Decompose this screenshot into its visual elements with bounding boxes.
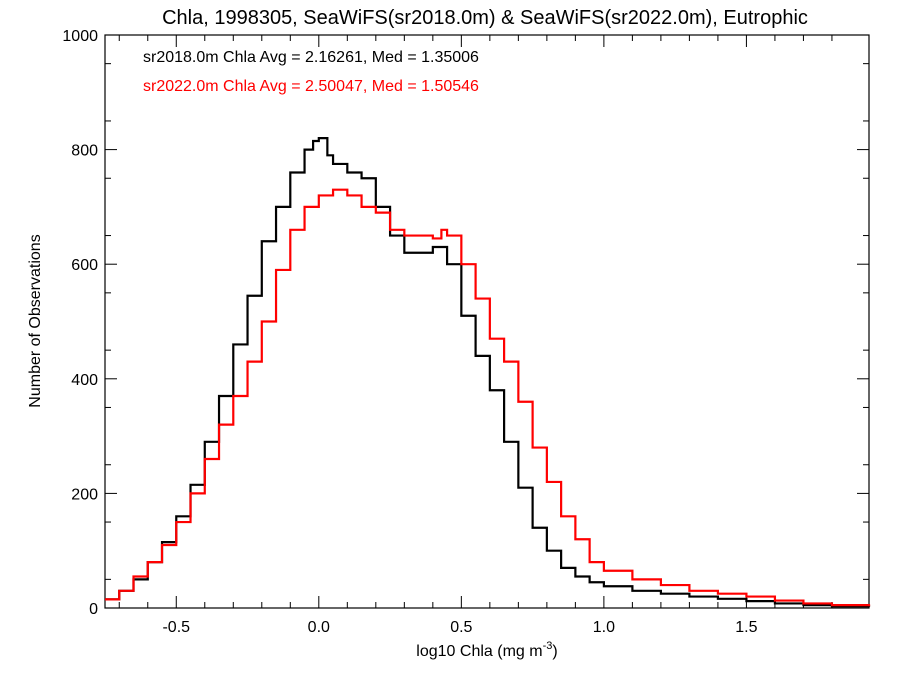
x-axis-label-main: log10 Chla (mg m [416,643,542,660]
x-tick-label: 0.0 [308,619,330,636]
x-axis: -0.5 0.0 0.5 1.0 1.5 [118,35,833,636]
annotation-sr2022: sr2022.0m Chla Avg = 2.50047, Med = 1.50… [143,78,479,95]
x-axis-label-close: ) [552,643,557,660]
annotation-sr2018: sr2018.0m Chla Avg = 2.16261, Med = 1.35… [143,49,479,66]
x-axis-label-exponent: -3 [543,640,553,652]
plot-frame [104,34,870,609]
series-line-0 [105,137,871,608]
y-tick-label: 200 [71,486,98,503]
series-layer [104,137,871,608]
y-tick-label: 600 [71,257,98,274]
chart-title: Chla, 1998305, SeaWiFS(sr2018.0m) & SeaW… [162,7,808,29]
y-tick-label: 400 [71,372,98,389]
x-tick-label: 1.0 [593,619,615,636]
y-tick-label: 0 [89,601,98,618]
y-axis-label: Number of Observations [27,234,44,407]
x-tick-label: 0.5 [450,619,472,636]
x-axis-label: log10 Chla (mg m-3) [416,640,557,660]
y-tick-label: 1000 [62,28,98,45]
x-tick-label: 1.5 [735,619,757,636]
y-axis: 0 200 400 600 800 1000 [62,28,869,618]
series-line-1 [105,188,871,607]
x-tick-label: -0.5 [162,619,190,636]
y-tick-label: 800 [71,143,98,160]
